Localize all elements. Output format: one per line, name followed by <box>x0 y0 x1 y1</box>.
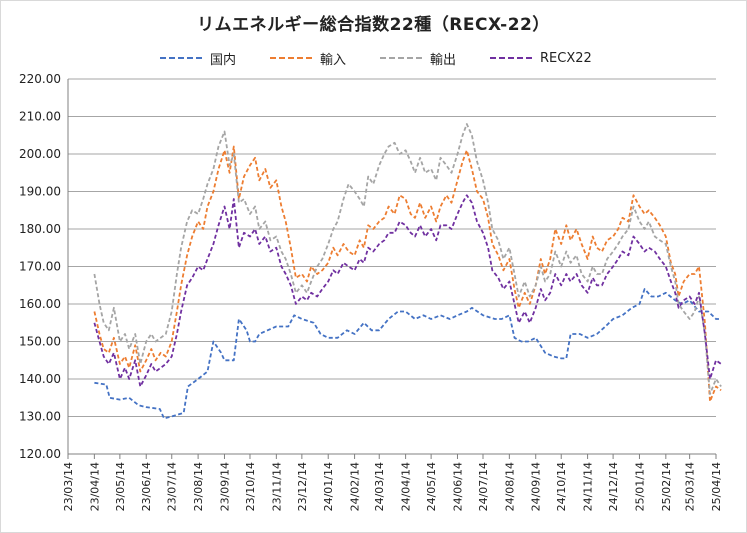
legend-label-export: 輸出 <box>430 52 457 68</box>
legend-label-recx22: RECX22 <box>540 50 592 66</box>
y-tick-label: 160.00 <box>19 297 61 311</box>
y-tick-label: 200.00 <box>19 147 61 161</box>
y-tick-label: 180.00 <box>19 222 61 236</box>
x-tick-label: 24/04/14 <box>400 462 413 511</box>
x-tick-label: 24/09/14 <box>530 462 543 511</box>
legend-item-export: 輸出 <box>380 48 456 68</box>
x-tick-label: 23/10/14 <box>244 462 257 511</box>
legend-swatch-recx22 <box>490 57 532 59</box>
y-tick-label: 220.00 <box>19 72 61 86</box>
x-tick-label: 23/05/14 <box>114 462 127 511</box>
x-tick-label: 23/11/14 <box>270 462 283 511</box>
series-line-3 <box>93 194 722 388</box>
legend-item-import: 輸入 <box>270 48 346 68</box>
x-tick-label: 25/03/14 <box>684 462 697 511</box>
x-tick-label: 23/07/14 <box>166 462 179 511</box>
x-tick-label: 23/12/14 <box>296 462 309 511</box>
legend-label-import: 輸入 <box>320 52 347 68</box>
y-tick-label: 170.00 <box>19 260 61 274</box>
y-tick-label: 130.00 <box>19 410 61 424</box>
legend-swatch-domestic <box>160 57 202 59</box>
y-tick-label: 120.00 <box>19 447 61 461</box>
legend-swatch-import <box>270 57 312 59</box>
x-tick-label: 24/11/14 <box>582 462 595 511</box>
series-line-2 <box>93 123 722 395</box>
legend-item-recx22: RECX22 <box>490 48 592 68</box>
legend: 国内 輸入 輸出 RECX22 <box>0 48 747 68</box>
x-tick-label: 25/01/14 <box>633 462 646 511</box>
x-tick-label: 23/06/14 <box>140 462 153 511</box>
x-tick-label: 23/03/14 <box>62 462 75 511</box>
x-tick-label: 24/10/14 <box>555 462 568 511</box>
series-line-0 <box>94 288 722 420</box>
legend-label-domestic: 国内 <box>210 52 237 68</box>
x-tick-label: 23/09/14 <box>218 462 231 511</box>
y-tick-label: 190.00 <box>19 185 61 199</box>
legend-item-domestic: 国内 <box>160 48 236 68</box>
y-tick-label: 210.00 <box>19 110 61 124</box>
x-tick-label: 23/08/14 <box>192 462 205 511</box>
series-line-1 <box>93 145 722 403</box>
x-tick-label: 24/07/14 <box>477 462 490 511</box>
x-tick-label: 23/04/14 <box>88 462 101 511</box>
x-tick-label: 24/08/14 <box>503 462 516 511</box>
x-tick-label: 24/03/14 <box>373 462 386 511</box>
x-tick-label: 24/12/14 <box>607 462 620 511</box>
x-tick-label: 24/01/14 <box>322 462 335 511</box>
y-tick-label: 140.00 <box>19 372 61 386</box>
x-tick-label: 25/02/14 <box>660 462 673 511</box>
x-tick-label: 24/02/14 <box>349 462 362 511</box>
legend-swatch-export <box>380 57 422 59</box>
chart-title: リムエネルギー総合指数22種（RECX-22） <box>197 15 550 35</box>
x-tick-label: 25/04/14 <box>710 462 723 511</box>
x-tick-label: 24/05/14 <box>425 462 438 511</box>
x-tick-label: 24/06/14 <box>451 462 464 511</box>
y-tick-label: 150.00 <box>19 335 61 349</box>
